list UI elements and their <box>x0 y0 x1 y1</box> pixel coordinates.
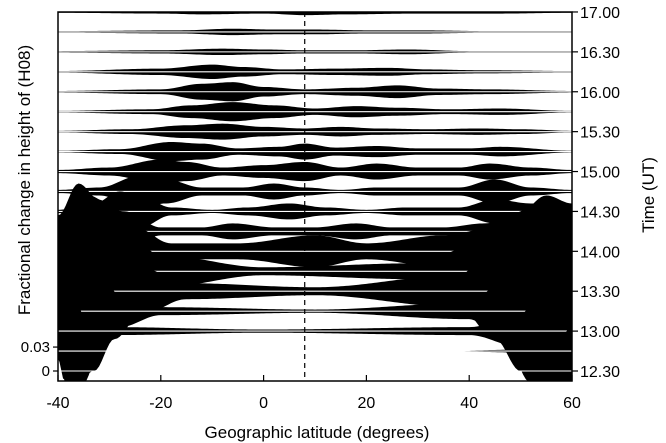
time-tick-label: 16.30 <box>580 45 620 62</box>
time-tick-label: 15.30 <box>580 125 620 142</box>
scale-axis-ticks: 0.03 0 <box>21 339 58 380</box>
time-tick-label: 15.00 <box>580 165 620 182</box>
time-tick-label: 13.30 <box>580 284 620 301</box>
y-axis-label-right: Time (UT) <box>639 157 658 233</box>
scale-tick-label: 0.03 <box>21 339 50 356</box>
profile-band-17.00 <box>58 12 572 16</box>
time-tick-label: 13.00 <box>580 324 620 341</box>
time-tick-label: 12.30 <box>580 364 620 381</box>
profile-band-13.30 <box>58 195 572 381</box>
y-axis-label-left: Fractional change in height of (H08) <box>15 45 34 315</box>
scale-tick-label: 0 <box>42 363 50 380</box>
time-tick-label: 14.00 <box>580 244 620 261</box>
profile-bands <box>58 12 572 381</box>
time-tick-label: 17.00 <box>580 5 620 22</box>
time-tick-label: 14.30 <box>580 204 620 221</box>
x-axis-label: Geographic latitude (degrees) <box>205 423 430 442</box>
x-tick-label: -40 <box>46 395 69 412</box>
x-tick-label: 60 <box>563 395 581 412</box>
time-tick-label: 16.00 <box>580 85 620 102</box>
x-tick-label: 20 <box>358 395 376 412</box>
time-axis-ticks: 12.30 13.00 13.30 14.00 14.30 15.00 15.30 16.00… <box>572 5 620 381</box>
x-axis-ticks: -40 -20 0 20 40 60 <box>46 375 581 412</box>
x-tick-label: 0 <box>259 395 268 412</box>
plot-frame <box>57 11 573 382</box>
x-tick-label: 40 <box>460 395 478 412</box>
profile-band-13.15 <box>58 215 572 381</box>
x-tick-label: -20 <box>149 395 172 412</box>
